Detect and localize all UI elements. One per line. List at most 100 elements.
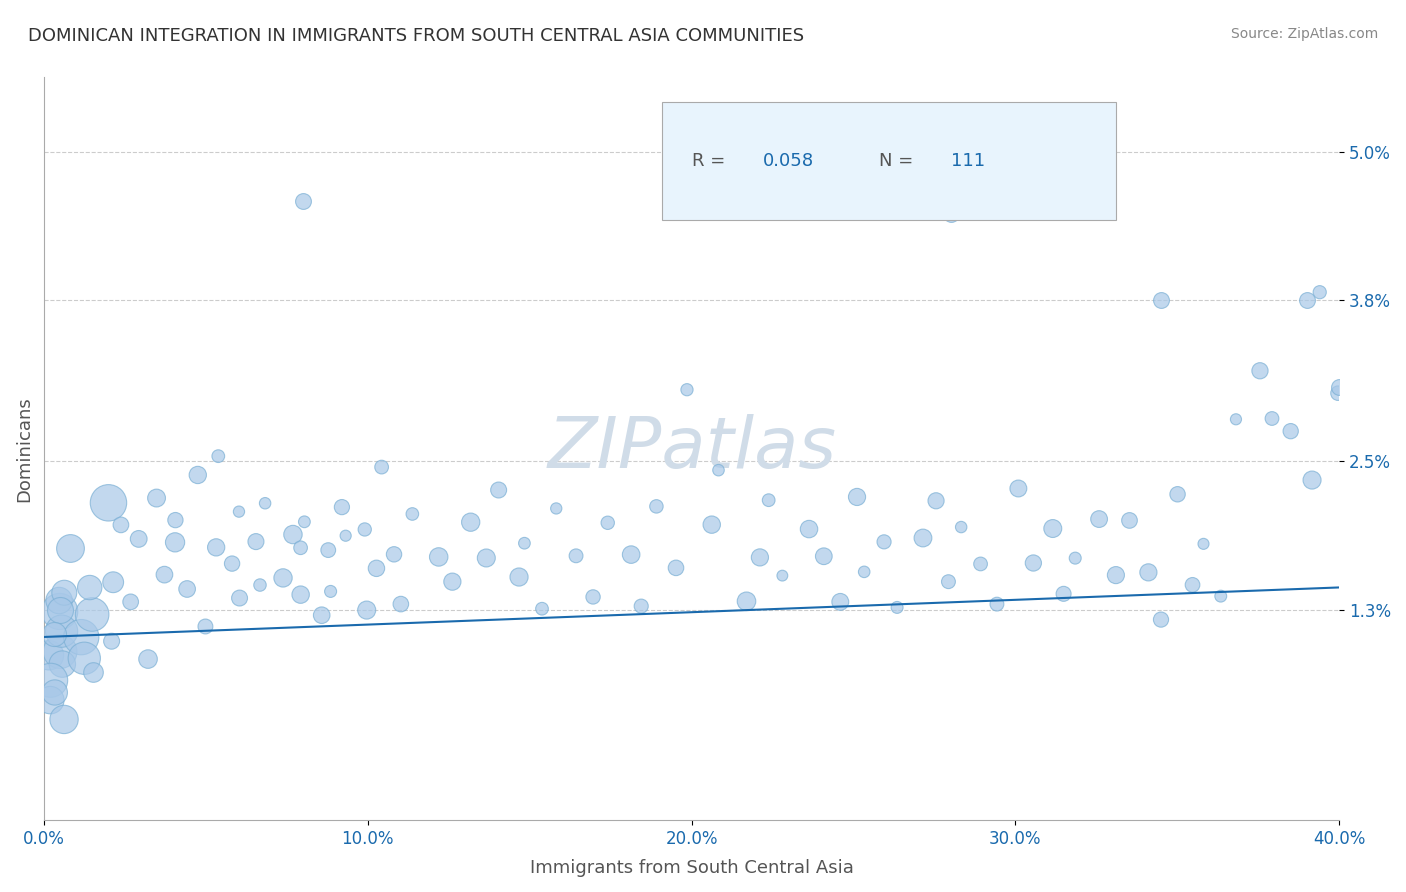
Point (758, 493, 780, 508)
Point (1150, 293, 1173, 308)
Point (110, 517, 132, 532)
Point (49, 645, 72, 659)
Point (596, 516, 619, 530)
Point (165, 513, 187, 527)
Point (316, 543, 339, 558)
Y-axis label: Dominicans: Dominicans (15, 396, 32, 501)
Point (53, 585, 76, 599)
Point (950, 520, 973, 534)
Point (488, 483, 510, 497)
Point (353, 523, 375, 537)
Point (79, 581, 101, 595)
Point (1137, 566, 1160, 580)
Point (735, 594, 758, 608)
Point (460, 515, 482, 529)
Point (665, 561, 688, 575)
Point (546, 501, 568, 516)
Point (97, 496, 120, 510)
Point (797, 522, 820, 536)
Point (1225, 412, 1247, 426)
Point (1309, 285, 1331, 300)
Point (1007, 482, 1029, 496)
Point (51, 657, 73, 672)
Point (207, 449, 229, 463)
Point (401, 507, 423, 521)
Point (39, 673, 62, 688)
Point (676, 383, 699, 397)
Point (53, 713, 76, 727)
Point (1327, 380, 1350, 394)
Point (645, 500, 668, 514)
Point (59, 541, 82, 555)
Point (136, 652, 159, 666)
Point (1022, 556, 1045, 570)
Point (311, 608, 333, 623)
Point (508, 570, 530, 584)
Point (630, 599, 652, 614)
Text: 0.058: 0.058 (763, 152, 814, 170)
Point (770, 568, 793, 582)
Point (205, 541, 228, 555)
Point (873, 534, 896, 549)
Point (389, 597, 412, 611)
Point (319, 584, 342, 599)
Point (145, 491, 167, 505)
Point (49, 603, 72, 617)
Text: N =: N = (879, 152, 920, 170)
Text: ZIPatlas: ZIPatlas (547, 414, 837, 483)
Point (513, 536, 536, 550)
Point (1279, 424, 1302, 438)
Point (48, 593, 70, 607)
Point (249, 578, 271, 592)
Point (335, 529, 357, 543)
X-axis label: Immigrants from South Central Asia: Immigrants from South Central Asia (530, 859, 853, 877)
Point (1249, 364, 1271, 378)
Point (165, 535, 187, 549)
Point (292, 515, 315, 529)
Point (82, 607, 104, 622)
Point (938, 574, 960, 589)
Point (228, 591, 250, 605)
Point (271, 571, 294, 585)
Point (245, 534, 267, 549)
Point (153, 567, 176, 582)
Point (707, 463, 730, 477)
Point (70, 630, 93, 644)
Point (565, 549, 588, 563)
Point (254, 496, 277, 510)
Point (39, 693, 62, 707)
Point (748, 550, 770, 565)
Point (176, 582, 198, 596)
Point (1209, 589, 1232, 603)
Point (813, 549, 835, 564)
Point (530, 601, 553, 615)
Point (1105, 568, 1128, 582)
Point (281, 527, 304, 541)
Point (1150, 613, 1173, 627)
Point (128, 532, 150, 546)
Point (1118, 513, 1140, 527)
Point (846, 490, 869, 504)
Point (382, 547, 405, 561)
Point (700, 517, 723, 532)
Point (827, 169, 849, 184)
Text: DOMINICAN INTEGRATION IN IMMIGRANTS FROM SOUTH CENTRAL ASIA COMMUNITIES: DOMINICAN INTEGRATION IN IMMIGRANTS FROM… (28, 27, 804, 45)
Point (582, 590, 605, 604)
Point (228, 505, 250, 519)
Point (1052, 587, 1074, 601)
Point (1295, 293, 1317, 308)
Point (1088, 512, 1111, 526)
Point (475, 551, 498, 566)
Point (441, 574, 464, 589)
Text: 111: 111 (950, 152, 984, 170)
Point (292, 194, 315, 209)
Point (82, 665, 104, 679)
Point (1064, 551, 1087, 566)
Point (366, 561, 388, 575)
Point (925, 493, 948, 508)
FancyBboxPatch shape (662, 103, 1116, 219)
Point (48, 605, 70, 619)
Point (356, 603, 378, 617)
Point (1327, 386, 1350, 401)
Point (1042, 522, 1064, 536)
